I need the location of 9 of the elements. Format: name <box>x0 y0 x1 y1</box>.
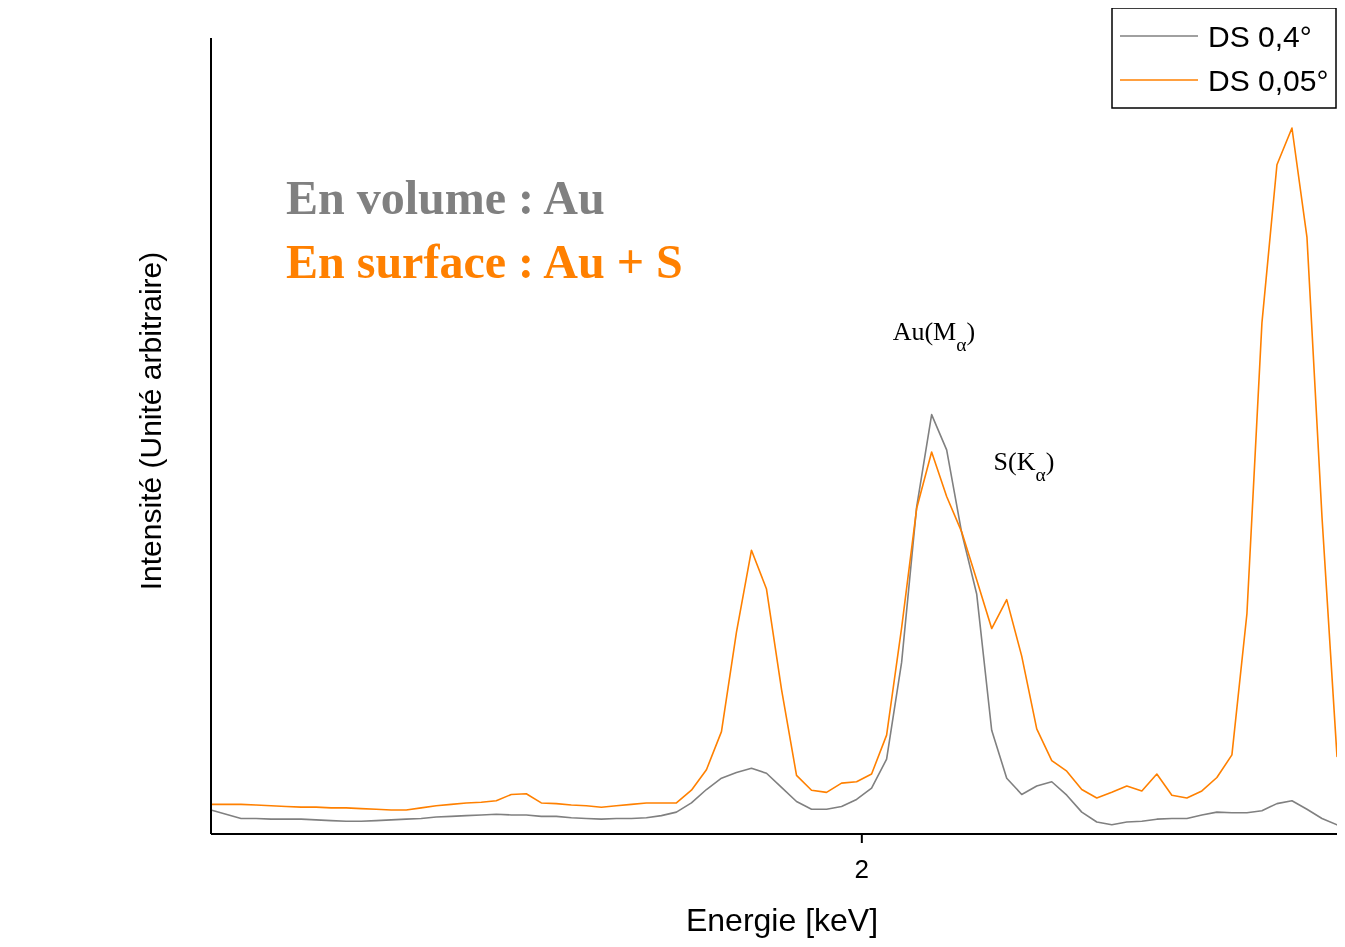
y-axis-title: Intensité (Unité arbitraire) <box>134 251 167 591</box>
text: 2 <box>854 854 870 884</box>
annotation: S(K$_{α}$) <box>993 447 1055 485</box>
annotation: Au(M$_{α}$) <box>892 316 976 355</box>
annotation: En volume : Au <box>286 171 605 224</box>
legend-label: DS 0,05° <box>1208 63 1329 97</box>
legend-label: DS 0,4° <box>1208 19 1312 53</box>
annotation: En surface : Au + S <box>286 235 683 288</box>
x-axis-title: Energie [keV] <box>685 902 879 938</box>
